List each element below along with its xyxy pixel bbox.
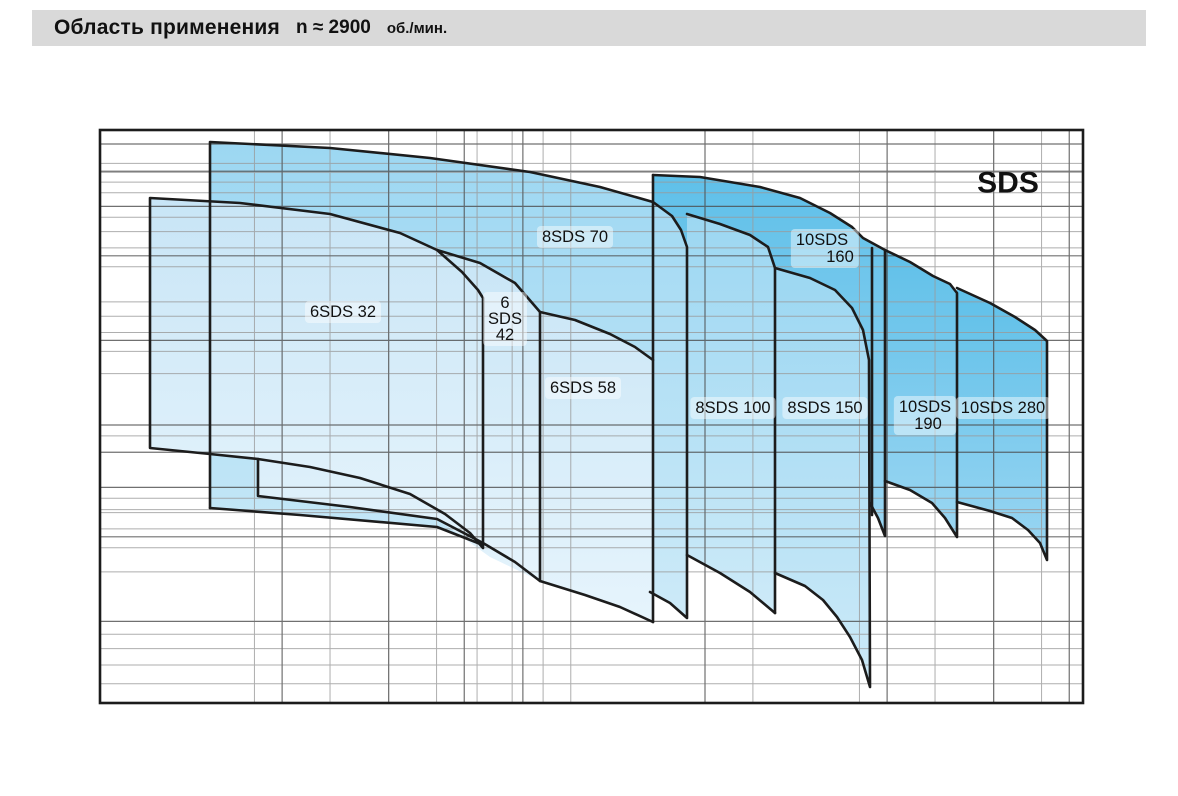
svg-text:10SDS: 10SDS xyxy=(899,398,951,416)
svg-text:6SDS 32: 6SDS 32 xyxy=(310,303,376,321)
page-title: Область применения xyxy=(54,16,280,39)
family-label: SDS xyxy=(977,167,1039,200)
svg-text:8SDS 70: 8SDS 70 xyxy=(542,228,608,246)
svg-text:6SDS 58: 6SDS 58 xyxy=(550,379,616,397)
svg-text:SDS: SDS xyxy=(488,310,522,328)
region-outlines xyxy=(148,140,1049,689)
svg-text:10SDS 280: 10SDS 280 xyxy=(961,399,1045,417)
region-8sds-150 xyxy=(775,268,870,687)
svg-text:8SDS 100: 8SDS 100 xyxy=(695,399,770,417)
pump-regions xyxy=(150,142,1047,687)
speed-unit: об./мин. xyxy=(386,19,448,37)
svg-text:160: 160 xyxy=(826,248,854,266)
region-6sds-32 xyxy=(150,198,483,548)
region-10sds-280 xyxy=(957,288,1047,560)
svg-text:42: 42 xyxy=(496,326,514,344)
speed-value: n ≈ 2900 xyxy=(295,17,371,38)
region-label: 8SDS 70 xyxy=(536,226,614,248)
region-label: 8SDS 150 xyxy=(782,397,868,419)
svg-text:190: 190 xyxy=(914,415,942,433)
region-label: 6SDS 58 xyxy=(544,377,622,399)
svg-text:10SDS: 10SDS xyxy=(796,231,848,249)
plot-frame xyxy=(98,128,1085,705)
svg-text:8SDS 150: 8SDS 150 xyxy=(787,399,862,417)
region-label: 6SDS 32 xyxy=(304,301,382,323)
region-10sds-190 xyxy=(872,244,957,537)
region-label: 10SDS 280 xyxy=(955,397,1051,419)
title-bar: Область применения n ≈ 2900 об./мин. xyxy=(32,10,1146,46)
region-label: 8SDS 100 xyxy=(690,397,776,419)
svg-text:6: 6 xyxy=(500,294,509,312)
